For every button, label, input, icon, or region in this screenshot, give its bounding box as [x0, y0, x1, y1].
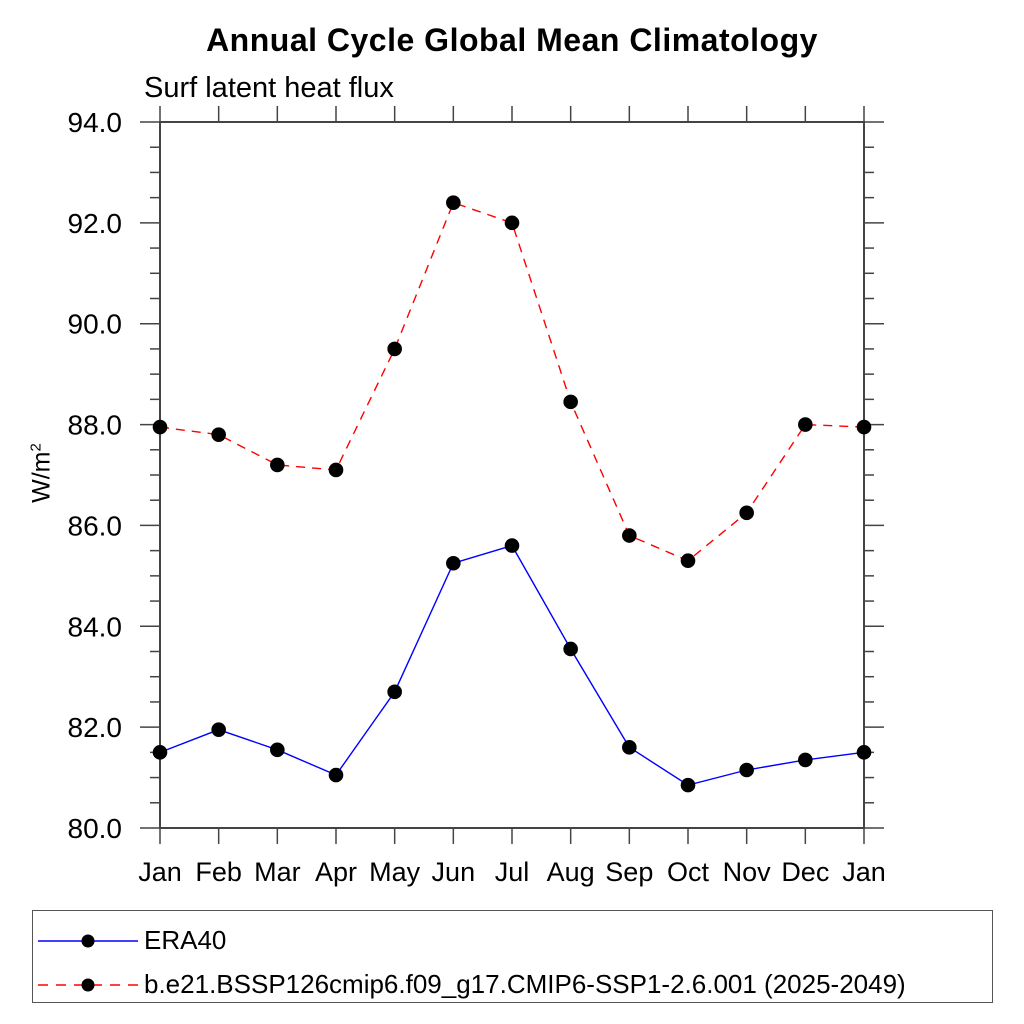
y-tick-label: 80.0	[68, 813, 123, 844]
series-line	[159, 544, 865, 786]
data-point-marker	[798, 752, 813, 768]
data-point-marker	[563, 641, 578, 657]
month-tick-label: Mar	[254, 857, 301, 887]
data-point-marker	[387, 341, 402, 357]
legend-line-marker-sample-era40	[38, 934, 138, 947]
legend-sample-marker	[81, 978, 95, 991]
data-point-marker	[504, 538, 520, 553]
chart-subtitle: Surf latent heat flux	[144, 72, 394, 104]
month-tick-label: Dec	[781, 857, 829, 887]
data-point-marker	[446, 195, 461, 210]
data-point-marker	[856, 745, 872, 760]
data-point-marker	[446, 555, 461, 571]
month-tick-label: Jun	[432, 857, 476, 887]
data-point-marker	[504, 215, 520, 231]
data-point-marker	[798, 417, 813, 432]
y-tick-label: 90.0	[68, 309, 123, 340]
plot-frame	[159, 121, 865, 829]
legend-entry-model: b.e21.BSSP126cmip6.f09_g17.CMIP6-SSP1-2.…	[38, 969, 906, 1000]
x-axis-tick-labels: Jan Feb Mar Apr May Jun Jul Aug Sep Oct Nov Dec Jan	[138, 857, 886, 887]
month-tick-label: Jul	[495, 857, 530, 887]
data-point-marker	[328, 767, 344, 783]
data-point-marker	[680, 777, 696, 793]
month-tick-label: Feb	[195, 857, 242, 887]
data-point-marker	[152, 419, 168, 435]
legend-sample-marker	[81, 934, 95, 947]
month-tick-label: Apr	[315, 857, 357, 887]
month-tick-label: Aug	[547, 857, 595, 887]
y-tick-label: 82.0	[68, 712, 123, 743]
data-point-marker	[152, 745, 168, 760]
data-point-marker	[739, 505, 754, 521]
data-point-marker	[563, 394, 578, 410]
data-point-marker	[739, 762, 754, 778]
data-point-marker	[622, 740, 637, 755]
data-point-marker	[270, 457, 285, 473]
y-tick-label: 86.0	[68, 510, 123, 541]
y-axis-tick-labels: 94.0 92.0 90.0 88.0 86.0 84.0 82.0 80.0	[68, 107, 123, 844]
month-tick-label: Sep	[605, 857, 653, 887]
y-tick-label: 92.0	[68, 208, 123, 239]
y-tick-label: 88.0	[68, 410, 123, 441]
data-point-marker	[622, 528, 637, 543]
data-point-marker	[387, 684, 402, 700]
series-era40	[152, 538, 872, 793]
data-point-marker	[328, 462, 344, 478]
legend-label-era40: ERA40	[144, 925, 227, 955]
month-tick-label: Jan	[842, 857, 886, 887]
month-tick-label: Jan	[138, 857, 182, 887]
data-point-marker	[270, 742, 285, 758]
series-model	[152, 195, 872, 569]
month-tick-label: Oct	[667, 857, 710, 887]
data-point-marker	[211, 427, 226, 442]
legend-label-model: b.e21.BSSP126cmip6.f09_g17.CMIP6-SSP1-2.…	[144, 969, 906, 999]
data-point-marker	[680, 553, 696, 569]
legend-line-marker-sample-model	[38, 978, 138, 991]
month-tick-label: May	[369, 857, 421, 887]
legend-box: ERA40 b.e21.BSSP126cmip6.f09_g17.CMIP6-S…	[32, 910, 993, 1003]
data-point-marker	[211, 722, 226, 737]
data-point-marker	[856, 419, 872, 435]
y-tick-label: 84.0	[68, 611, 123, 642]
y-tick-label: 94.0	[68, 107, 123, 138]
chart-title: Annual Cycle Global Mean Climatology	[206, 22, 818, 58]
month-tick-label: Nov	[723, 857, 772, 887]
series-line	[159, 201, 865, 562]
legend-entry-era40: ERA40	[38, 925, 226, 956]
